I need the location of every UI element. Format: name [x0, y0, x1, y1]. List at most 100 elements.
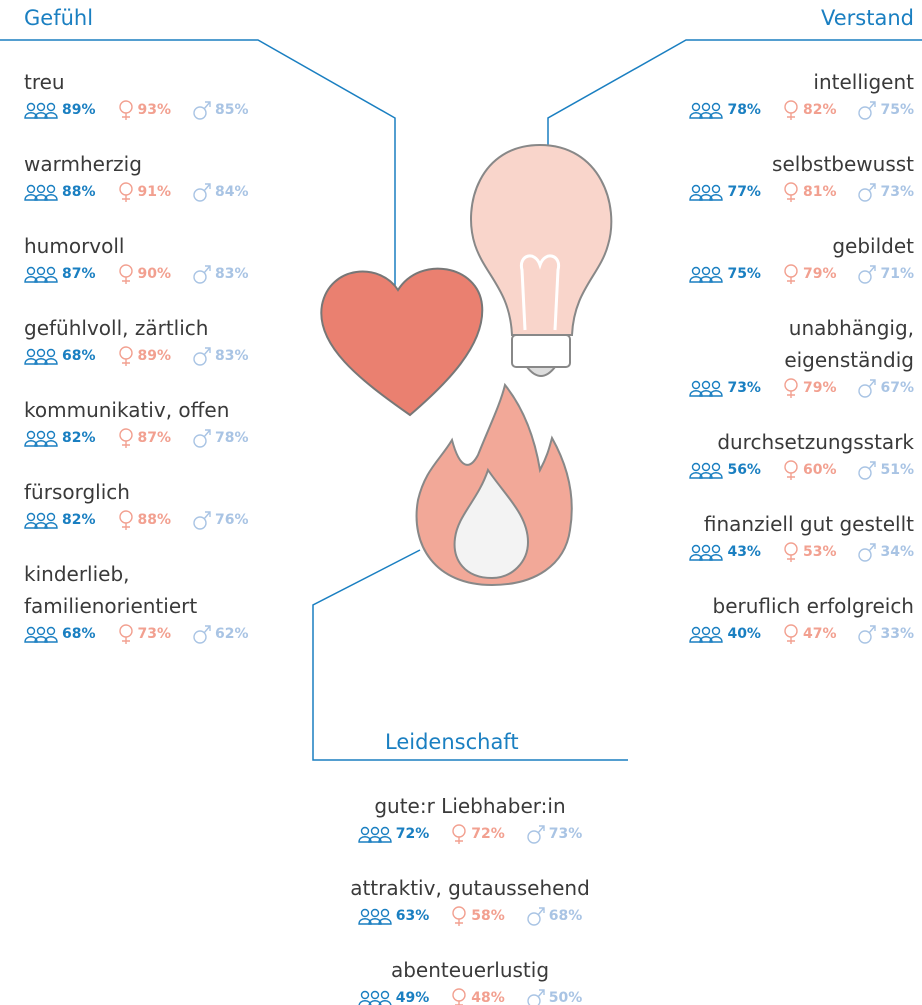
heart-icon [321, 269, 482, 415]
stats-row: 43%53%34% [689, 540, 914, 564]
trait-label: gebildet [689, 230, 914, 262]
trait-label: treu [24, 66, 249, 98]
female-icon [783, 542, 799, 562]
female-icon [783, 264, 799, 284]
all-value: 73% [727, 380, 761, 396]
female-value: 47% [803, 626, 837, 642]
stats-row: 49% 48% 50% [270, 986, 670, 1005]
male-icon [193, 428, 211, 448]
male-icon [858, 264, 876, 284]
trait-label: fürsorglich [24, 476, 249, 508]
female-icon [451, 824, 467, 844]
stats-row: 40% 47% 33% [689, 622, 914, 646]
all-value: 82% [62, 430, 96, 446]
group-icon [689, 461, 723, 479]
male-value: 83% [215, 266, 249, 282]
male-value: 85% [215, 102, 249, 118]
female-value: 91% [138, 184, 172, 200]
male-value: 67% [880, 380, 914, 396]
group-title: Verstand [821, 6, 914, 30]
all-value: 75% [727, 266, 761, 282]
stats-row: 68%73%62% [24, 622, 249, 646]
female-icon [451, 988, 467, 1005]
stats-row: 78%82%75% [689, 98, 914, 122]
male-value: 75% [880, 102, 914, 118]
group-icon [24, 101, 58, 119]
male-value: 73% [549, 826, 583, 842]
group-icon [689, 543, 723, 561]
female-value: 73% [138, 626, 172, 642]
female-value: 58% [471, 908, 505, 924]
trait-label: finanziell gut gestellt [689, 508, 914, 540]
trait: durchsetzungsstark56%60%51% [689, 426, 914, 482]
female-value: 81% [803, 184, 837, 200]
male-icon [858, 182, 876, 202]
male-icon [858, 542, 876, 562]
female-value: 87% [138, 430, 172, 446]
all-value: 87% [62, 266, 96, 282]
female-icon [783, 624, 799, 644]
female-icon [783, 378, 799, 398]
female-value: 89% [138, 348, 172, 364]
stats-row: 89% 93% 85% [24, 98, 249, 122]
trait-label: selbstbewusst [689, 148, 914, 180]
male-value: 68% [549, 908, 583, 924]
male-icon [193, 346, 211, 366]
stats-row: 63%58%68% [270, 904, 670, 928]
female-icon [118, 624, 134, 644]
male-icon [858, 624, 876, 644]
group-icon [24, 625, 58, 643]
stats-row: 73% 79% 67% [689, 376, 914, 400]
all-value: 89% [62, 102, 96, 118]
female-value: 60% [803, 462, 837, 478]
trait: beruflich erfolgreich40%47%33% [689, 590, 914, 646]
all-value: 82% [62, 512, 96, 528]
female-icon [118, 510, 134, 530]
stats-row: 87%90%83% [24, 262, 249, 286]
female-value: 48% [471, 990, 505, 1005]
female-icon [783, 100, 799, 120]
group-icon [24, 347, 58, 365]
all-value: 77% [727, 184, 761, 200]
female-value: 79% [803, 266, 837, 282]
all-value: 49% [396, 990, 430, 1005]
stats-row: 77%81%73% [689, 180, 914, 204]
trait-label: gefühlvoll, zärtlich [24, 312, 249, 344]
male-icon [193, 100, 211, 120]
group-icon [358, 907, 392, 925]
female-value: 79% [803, 380, 837, 396]
female-icon [118, 346, 134, 366]
stats-row: 82%87%78% [24, 426, 249, 450]
trait-label: kinderlieb, familienorientiert [24, 558, 249, 622]
female-value: 93% [138, 102, 172, 118]
male-value: 34% [880, 544, 914, 560]
stats-row: 88%91%84% [24, 180, 249, 204]
trait-label: kommunikativ, offen [24, 394, 249, 426]
bulb-icon [471, 145, 611, 376]
male-value: 83% [215, 348, 249, 364]
male-icon [858, 100, 876, 120]
trait-label: durchsetzungsstark [689, 426, 914, 458]
group-icon [358, 989, 392, 1005]
all-value: 72% [396, 826, 430, 842]
female-icon [783, 460, 799, 480]
group-icon [689, 101, 723, 119]
group-icon [689, 183, 723, 201]
stats-row: 82%88%76% [24, 508, 249, 532]
female-icon [783, 182, 799, 202]
male-value: 50% [549, 990, 583, 1005]
group-icon [689, 625, 723, 643]
trait: finanziell gut gestellt43%53%34% [689, 508, 914, 564]
stats-row: 72%72%73% [270, 822, 670, 846]
all-value: 56% [727, 462, 761, 478]
all-value: 40% [727, 626, 761, 642]
male-icon [858, 378, 876, 398]
male-value: 33% [880, 626, 914, 642]
male-icon [858, 460, 876, 480]
